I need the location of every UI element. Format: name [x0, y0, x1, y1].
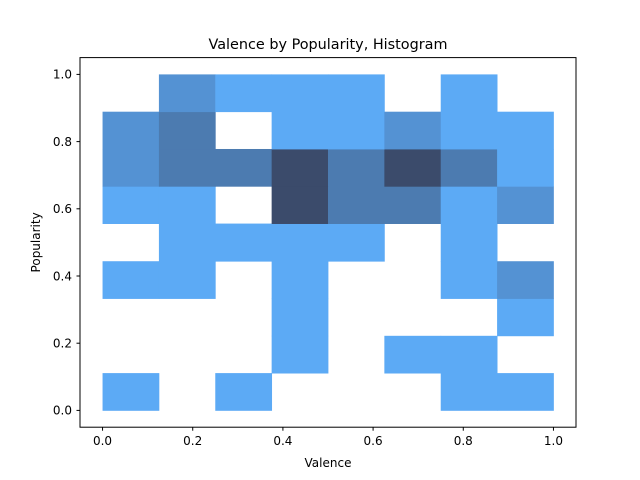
- heatmap-cell: [440, 261, 498, 299]
- y-tick-label: 0.2: [53, 337, 72, 351]
- heatmap-cell: [497, 111, 554, 150]
- heatmap-cell: [215, 373, 273, 411]
- heatmap-cell: [158, 223, 216, 262]
- y-tick-label: 0.6: [53, 202, 72, 216]
- y-tick-label: 0.0: [53, 404, 72, 418]
- heatmap-cell: [440, 111, 498, 150]
- heatmap-cell: [497, 148, 554, 187]
- heatmap-cell: [158, 186, 216, 224]
- heatmap-cell: [271, 335, 329, 374]
- heatmap-cell: [328, 148, 385, 187]
- heatmap-cell: [271, 111, 329, 150]
- y-tick-label: 1.0: [53, 68, 72, 82]
- heatmap-cell: [384, 335, 442, 374]
- heatmap-cell: [215, 74, 273, 113]
- heatmap-cell: [384, 148, 442, 187]
- heatmap-cell: [102, 261, 160, 299]
- x-tick-label: 0.4: [273, 434, 292, 448]
- heatmap-cell: [102, 373, 160, 411]
- x-tick-label: 0.6: [364, 434, 383, 448]
- heatmap-cell: [328, 111, 385, 150]
- heatmap-cell: [102, 111, 160, 150]
- heatmap-cell: [497, 373, 554, 411]
- heatmap-cells: [102, 74, 554, 411]
- x-tick-label: 0.8: [454, 434, 473, 448]
- heatmap-cell: [440, 373, 498, 411]
- heatmap-cell: [158, 74, 216, 113]
- heatmap-cell: [215, 223, 273, 262]
- x-tick-label: 1.0: [544, 434, 563, 448]
- heatmap-cell: [328, 74, 385, 113]
- heatmap-cell: [328, 223, 385, 262]
- heatmap-cell: [440, 148, 498, 187]
- y-axis-ticks: 0.0 0.2 0.4 0.6 0.8 1.0: [53, 68, 80, 418]
- heatmap-cell: [328, 186, 385, 224]
- y-tick-label: 0.8: [53, 135, 72, 149]
- heatmap-cell: [497, 261, 554, 299]
- chart-title: Valence by Popularity, Histogram: [209, 37, 448, 53]
- heatmap-cell: [271, 186, 329, 224]
- x-axis-label: Valence: [305, 456, 352, 470]
- heatmap-cell: [102, 186, 160, 224]
- heatmap-cell: [440, 223, 498, 262]
- heatmap-cell: [271, 148, 329, 187]
- heatmap-cell: [384, 111, 442, 150]
- heatmap-cell: [271, 298, 329, 337]
- heatmap-cell: [440, 74, 498, 113]
- x-axis-ticks: 0.0 0.2 0.4 0.6 0.8 1.0: [93, 427, 563, 448]
- heatmap-cell: [440, 335, 498, 374]
- heatmap-cell: [497, 298, 554, 337]
- x-tick-label: 0.0: [93, 434, 112, 448]
- heatmap-cell: [215, 148, 273, 187]
- heatmap-cell: [158, 148, 216, 187]
- heatmap-cell: [271, 223, 329, 262]
- heatmap-cell: [271, 74, 329, 113]
- heatmap-cell: [440, 186, 498, 224]
- y-axis-label: Popularity: [29, 212, 43, 272]
- heatmap-cell: [158, 261, 216, 299]
- heatmap-cell: [497, 186, 554, 224]
- heatmap-cell: [271, 261, 329, 299]
- heatmap-cell: [158, 111, 216, 150]
- heatmap-cell: [384, 186, 442, 224]
- x-tick-label: 0.2: [183, 434, 202, 448]
- heatmap-cell: [102, 148, 160, 187]
- y-tick-label: 0.4: [53, 269, 72, 283]
- plot-frame: [79, 57, 577, 428]
